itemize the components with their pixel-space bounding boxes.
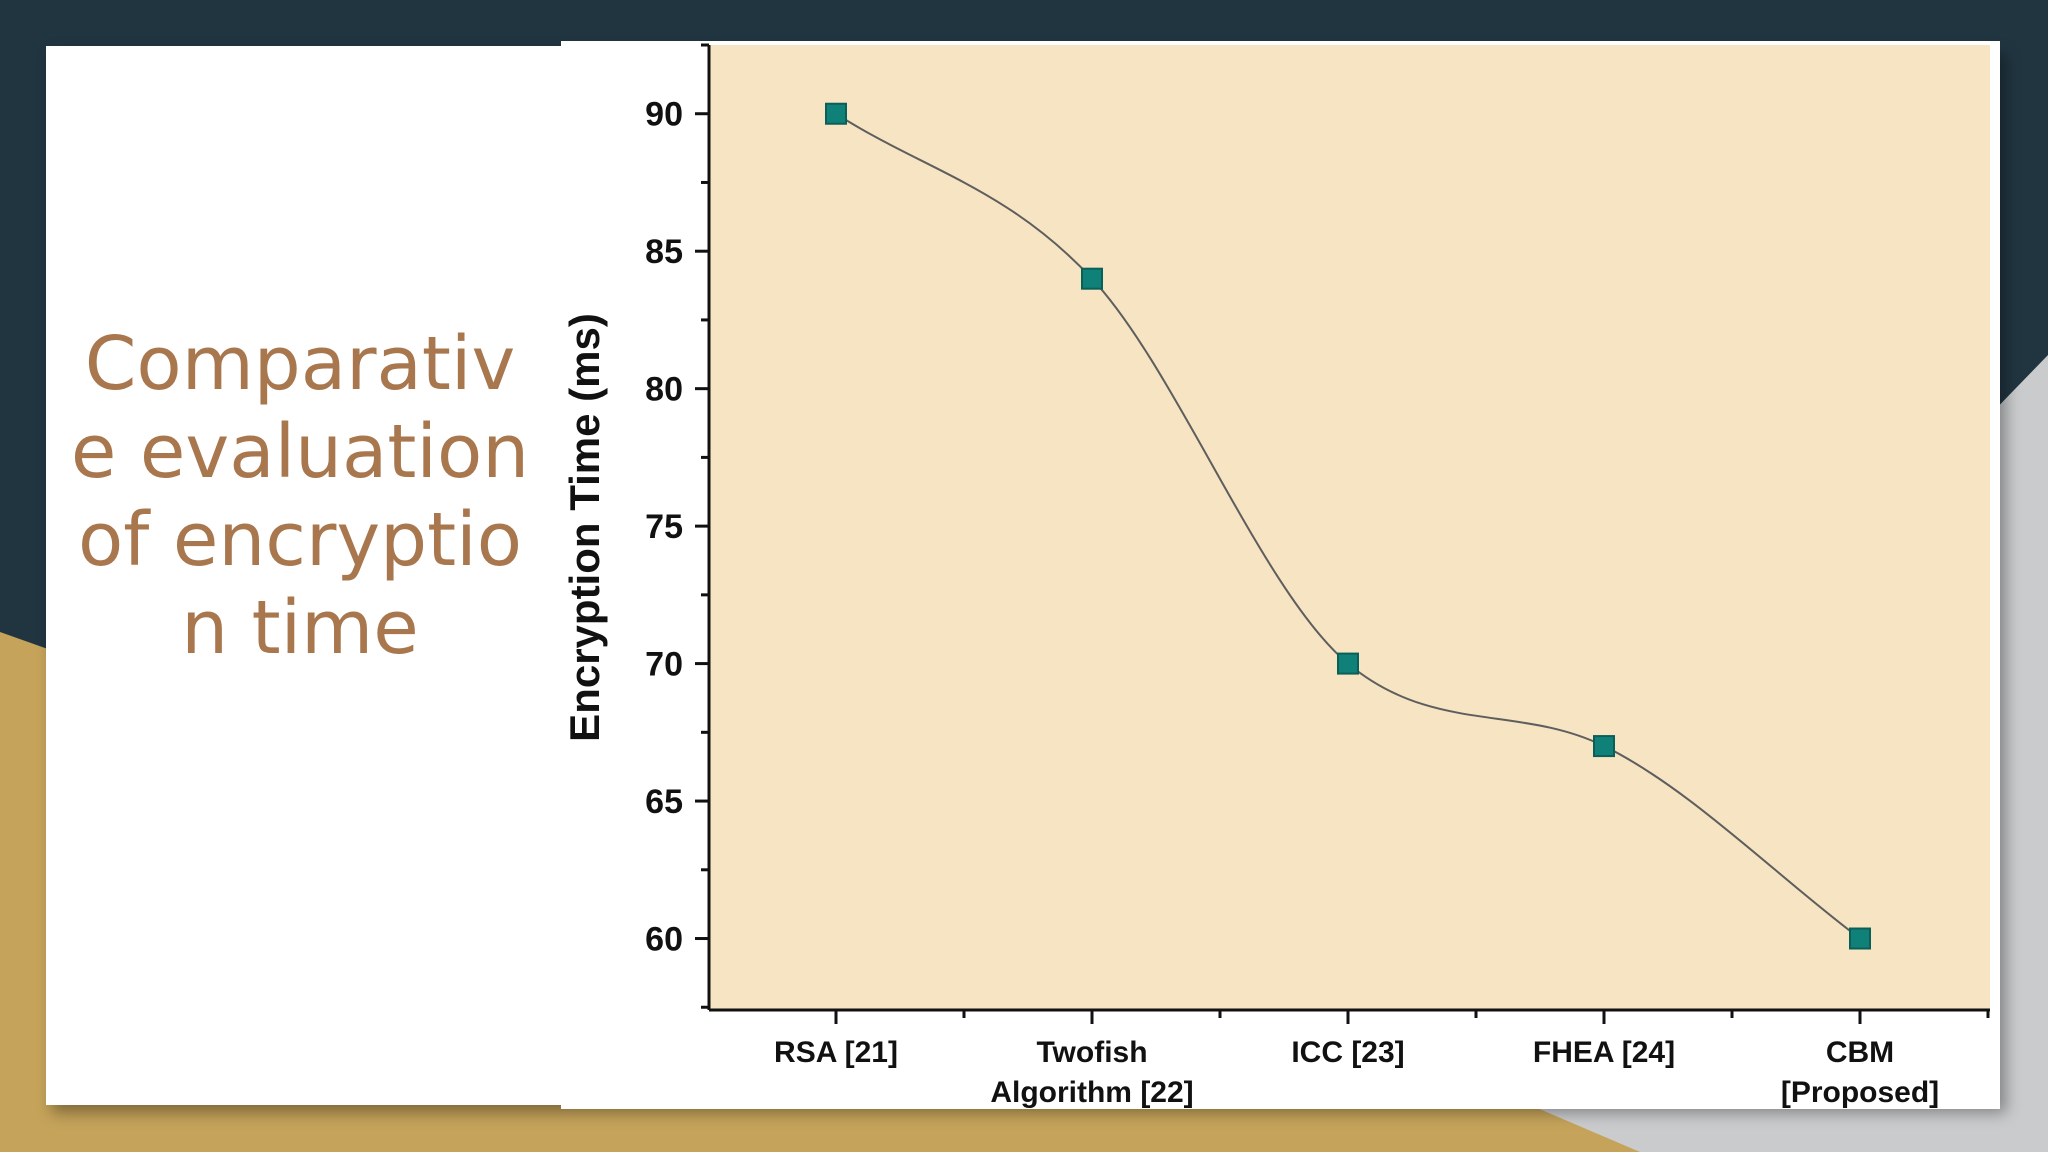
y-tick-label: 75 (645, 508, 683, 546)
plot-area (709, 45, 1990, 1010)
y-tick-label: 90 (645, 96, 683, 134)
y-axis-label: Encryption Time (ms) (561, 313, 608, 742)
data-point-marker (1337, 652, 1359, 675)
chart-figure: 60 65 70 75 80 85 90 RSA [21] Twofish Algorithm … (561, 41, 2000, 1109)
y-tick-label: 80 (645, 371, 683, 409)
series-layer (825, 102, 1871, 950)
x-tick-label: FHEA [24] (1533, 1036, 1675, 1069)
y-tick-label: 60 (645, 921, 683, 959)
slide-title: Comparative evaluation of encryption tim… (70, 321, 530, 671)
x-tick-label: CBM [Proposed] (1781, 1036, 1939, 1109)
x-tick-label: RSA [21] (774, 1036, 898, 1069)
data-point-marker (1593, 735, 1615, 758)
data-point-marker (1081, 267, 1103, 290)
series-line (835, 112, 1861, 940)
y-tick-label: 85 (645, 233, 683, 271)
x-axis: RSA [21] Twofish Algorithm [22] ICC [23] FHE… (709, 1008, 1990, 1109)
y-tick-label: 70 (645, 646, 683, 684)
data-point-marker (825, 102, 847, 125)
y-tick-label: 65 (645, 783, 683, 821)
x-tick-label: Twofish Algorithm [22] (990, 1036, 1193, 1109)
y-axis: 60 65 70 75 80 85 90 (645, 43, 711, 1010)
encryption-time-chart: 60 65 70 75 80 85 90 RSA [21] Twofish Algorithm … (561, 41, 2000, 1109)
data-point-marker (1849, 927, 1871, 950)
x-tick-label: ICC [23] (1291, 1036, 1404, 1069)
